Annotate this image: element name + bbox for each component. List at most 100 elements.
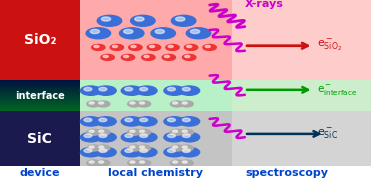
Circle shape: [121, 54, 135, 60]
Bar: [0, 104, 80, 105]
Circle shape: [170, 145, 184, 151]
Circle shape: [96, 129, 110, 135]
Circle shape: [128, 129, 141, 135]
Circle shape: [89, 102, 94, 104]
Bar: [0, 101, 80, 102]
Circle shape: [137, 101, 151, 107]
Circle shape: [110, 44, 124, 50]
Circle shape: [155, 29, 164, 34]
Circle shape: [182, 146, 187, 148]
Bar: [0, 88, 80, 89]
Circle shape: [121, 117, 142, 126]
Circle shape: [81, 86, 101, 95]
Circle shape: [124, 55, 129, 58]
Circle shape: [84, 134, 92, 137]
Circle shape: [170, 160, 184, 166]
Circle shape: [137, 160, 151, 166]
Circle shape: [97, 15, 122, 26]
Circle shape: [125, 87, 133, 91]
Circle shape: [140, 149, 148, 153]
Circle shape: [84, 118, 92, 122]
Text: local chemistry: local chemistry: [108, 168, 203, 178]
Text: e$^-_{\rm interface}$: e$^-_{\rm interface}$: [317, 83, 358, 97]
Circle shape: [128, 145, 141, 151]
Circle shape: [168, 45, 173, 48]
Circle shape: [139, 102, 145, 104]
Circle shape: [90, 29, 99, 34]
Circle shape: [139, 146, 145, 148]
Circle shape: [182, 161, 187, 163]
Circle shape: [164, 148, 185, 157]
Circle shape: [99, 130, 104, 132]
Circle shape: [170, 101, 184, 107]
Circle shape: [99, 87, 107, 91]
Circle shape: [130, 102, 135, 104]
Circle shape: [99, 102, 104, 104]
Circle shape: [139, 130, 145, 132]
Circle shape: [187, 45, 192, 48]
Circle shape: [84, 149, 92, 153]
Circle shape: [180, 129, 193, 135]
Bar: [0, 102, 80, 103]
Bar: [0, 100, 80, 101]
Circle shape: [179, 117, 200, 126]
Circle shape: [183, 149, 190, 153]
Circle shape: [180, 101, 193, 107]
Circle shape: [186, 28, 211, 39]
Circle shape: [164, 132, 185, 142]
Bar: [0, 105, 80, 106]
Circle shape: [137, 129, 151, 135]
Text: interface: interface: [15, 91, 65, 101]
Circle shape: [96, 101, 110, 107]
Circle shape: [112, 45, 118, 48]
Text: X-rays: X-rays: [245, 0, 284, 9]
Circle shape: [135, 17, 144, 21]
Circle shape: [150, 45, 155, 48]
Circle shape: [173, 161, 178, 163]
Circle shape: [96, 160, 110, 166]
Circle shape: [136, 117, 157, 126]
Circle shape: [99, 146, 104, 148]
Circle shape: [137, 145, 151, 151]
Circle shape: [89, 161, 94, 163]
Circle shape: [162, 54, 175, 60]
Bar: [0, 0, 80, 80]
Circle shape: [125, 118, 133, 122]
Bar: [0, 82, 80, 83]
Circle shape: [180, 160, 193, 166]
Circle shape: [96, 145, 110, 151]
Circle shape: [99, 149, 107, 153]
Bar: [0, 93, 80, 94]
Circle shape: [81, 132, 101, 142]
Circle shape: [103, 55, 108, 58]
Circle shape: [167, 87, 175, 91]
Circle shape: [121, 148, 142, 157]
Bar: [0, 103, 80, 104]
Bar: [0, 99, 80, 100]
Circle shape: [81, 117, 101, 126]
Bar: [0, 83, 80, 84]
Circle shape: [99, 161, 104, 163]
Circle shape: [164, 55, 170, 58]
Circle shape: [140, 134, 148, 137]
Bar: [0, 107, 80, 108]
Bar: [0, 97, 80, 98]
Circle shape: [183, 54, 196, 60]
Circle shape: [89, 146, 94, 148]
Circle shape: [87, 145, 100, 151]
Circle shape: [87, 160, 100, 166]
Circle shape: [119, 28, 144, 39]
Bar: [0, 112, 80, 166]
Bar: [0, 106, 80, 107]
Circle shape: [167, 118, 175, 122]
Circle shape: [140, 87, 148, 91]
Circle shape: [95, 148, 116, 157]
Circle shape: [171, 15, 196, 26]
Circle shape: [180, 145, 193, 151]
Bar: [0, 109, 80, 110]
Circle shape: [182, 130, 187, 132]
Circle shape: [130, 161, 135, 163]
Text: e$^-_{\rm SiC}$: e$^-_{\rm SiC}$: [317, 127, 338, 141]
Bar: [80, 80, 232, 112]
Circle shape: [142, 54, 155, 60]
